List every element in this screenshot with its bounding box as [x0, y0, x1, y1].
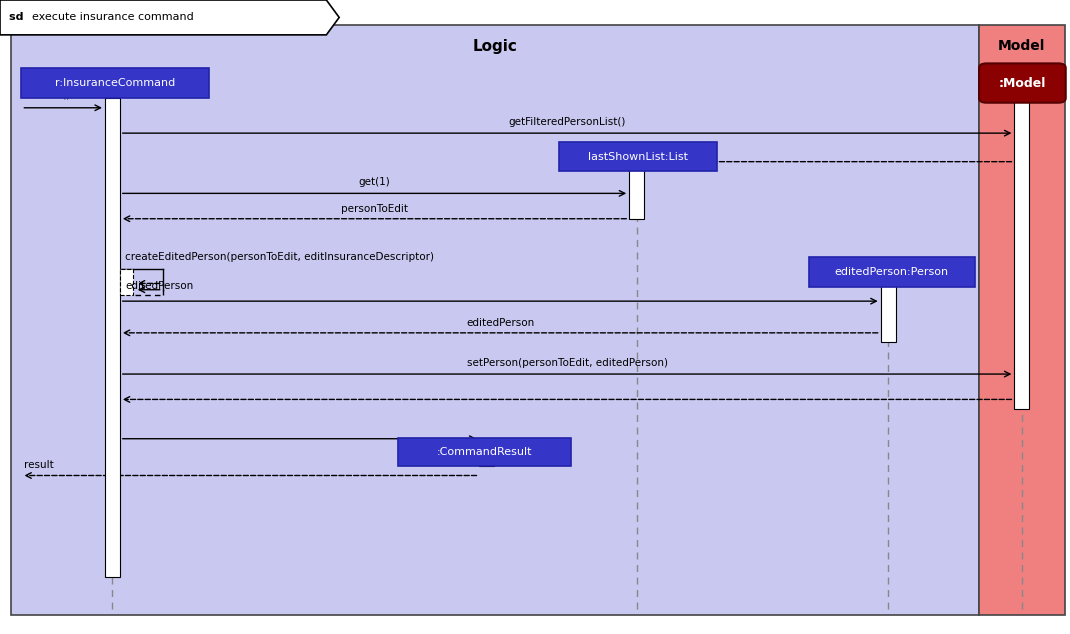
Text: editedPerson: editedPerson: [125, 281, 194, 291]
Bar: [21, 68, 209, 98]
Bar: [559, 142, 717, 171]
Bar: [120, 269, 133, 295]
Text: :Model: :Model: [998, 77, 1046, 89]
Bar: [629, 170, 644, 219]
Text: getFilteredPersonList(): getFilteredPersonList(): [508, 117, 626, 127]
Text: lastShownList:List: lastShownList:List: [587, 152, 688, 162]
Text: editedPerson:Person: editedPerson:Person: [835, 267, 949, 277]
Text: execute insurance command: execute insurance command: [32, 13, 194, 22]
Text: sd: sd: [9, 13, 27, 22]
Bar: [1014, 98, 1029, 409]
Text: createEditedPerson(personToEdit, editInsuranceDescriptor): createEditedPerson(personToEdit, editIns…: [125, 252, 434, 262]
Text: :CommandResult: :CommandResult: [437, 447, 533, 457]
Text: get(1): get(1): [358, 177, 391, 187]
Text: result: result: [24, 460, 54, 470]
Text: Model: Model: [998, 39, 1045, 53]
Text: setPerson(personToEdit, editedPerson): setPerson(personToEdit, editedPerson): [467, 358, 668, 368]
Text: execute(): execute(): [21, 89, 71, 100]
Bar: [809, 257, 975, 287]
Bar: [105, 98, 120, 577]
Polygon shape: [0, 0, 339, 35]
Bar: [479, 439, 494, 466]
Text: r:InsuranceCommand: r:InsuranceCommand: [55, 78, 175, 88]
FancyBboxPatch shape: [979, 63, 1066, 103]
Bar: [979, 25, 1065, 615]
Bar: [398, 438, 571, 466]
Text: editedPerson: editedPerson: [467, 318, 534, 328]
Bar: [881, 286, 896, 342]
Text: Logic: Logic: [473, 39, 517, 55]
Text: personToEdit: personToEdit: [341, 204, 408, 214]
